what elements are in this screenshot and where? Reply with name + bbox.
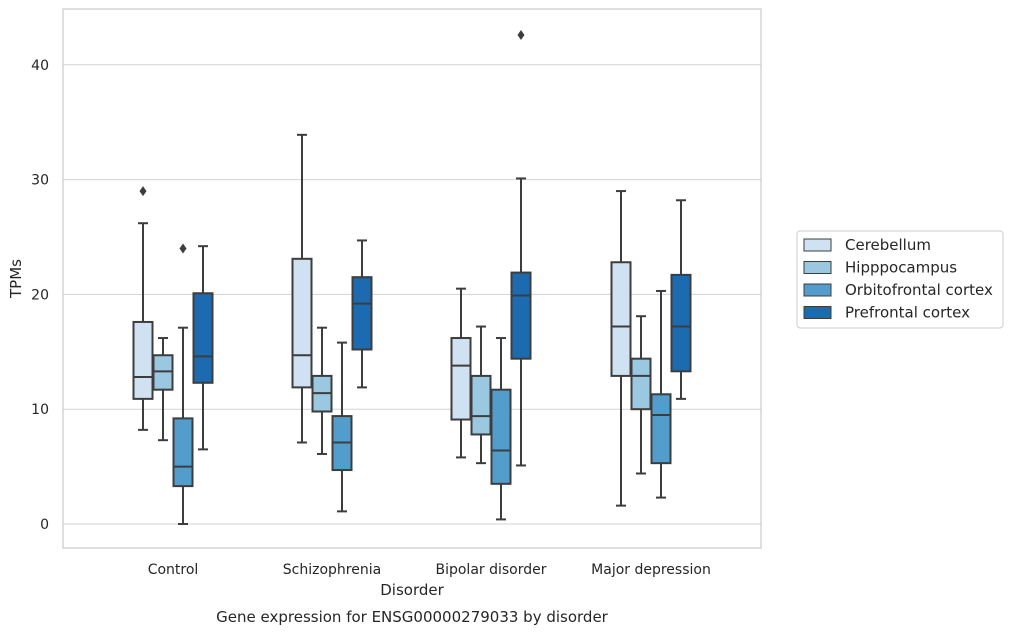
box-2-3 [510, 29, 532, 467]
box-body [510, 271, 532, 360]
box-3-3 [670, 199, 692, 400]
box-body [291, 257, 313, 389]
y-tick-label: 20 [31, 287, 49, 303]
y-tick-label: 0 [40, 517, 49, 533]
box-body [192, 292, 214, 384]
box-0-0 [132, 186, 154, 431]
box-3-0 [610, 190, 632, 507]
outlier-marker [179, 243, 187, 254]
y-tick-label: 10 [31, 402, 49, 418]
legend-swatch [803, 283, 832, 297]
legend-label: Hipppocampus [845, 259, 957, 277]
box-2-2 [490, 337, 512, 521]
box-3-1 [630, 315, 652, 475]
box-1-1 [311, 326, 333, 455]
x-axis-label: Disorder [380, 581, 444, 599]
box-2-1 [470, 325, 492, 465]
legend-frame [796, 230, 1004, 329]
box-body [132, 320, 154, 400]
outlier-marker [139, 186, 147, 197]
box-1-0 [291, 133, 313, 444]
box-body [650, 393, 672, 465]
x-tick-label: Schizophrenia [283, 562, 381, 578]
box-body [610, 261, 632, 377]
box-body [490, 388, 512, 485]
box-1-3 [351, 239, 373, 389]
y-tick-label: 40 [31, 58, 49, 74]
box-0-2 [172, 243, 194, 525]
box-body [670, 273, 692, 373]
box-3-2 [650, 289, 672, 499]
y-axis-label: TPMs [7, 259, 25, 299]
y-tick-labels: 0 10 20 30 40 [31, 58, 49, 533]
chart-caption: Gene expression for ENSG00000279033 by d… [216, 608, 609, 626]
x-tick-label: Bipolar disorder [435, 562, 546, 578]
legend-swatch [803, 306, 832, 319]
legend: Cerebellum Hipppocampus Orbitofrontal cort… [796, 230, 1004, 329]
legend-swatch [803, 238, 832, 252]
box-1-2 [331, 341, 353, 513]
boxes [132, 29, 692, 525]
box-2-0 [450, 287, 472, 459]
legend-label: Orbitofrontal cortex [845, 281, 993, 299]
x-tick-label: Control [148, 562, 199, 578]
box-body [172, 417, 194, 488]
legend-label: Prefrontal cortex [845, 304, 970, 322]
box-body [470, 374, 492, 436]
box-body [450, 337, 472, 421]
box-body [152, 354, 174, 391]
box-0-1 [152, 337, 174, 442]
plot-frame [62, 8, 762, 549]
box-body [351, 276, 373, 351]
box-body [630, 357, 652, 411]
outlier-marker [517, 29, 525, 40]
x-tick-label: Major depression [591, 562, 711, 578]
box-0-3 [192, 245, 214, 451]
y-tick-label: 30 [31, 173, 49, 189]
x-tick-labels: Control Schizophrenia Bipolar disorder Majo… [148, 562, 711, 578]
legend-label: Cerebellum [845, 236, 931, 254]
legend-swatch [803, 261, 832, 274]
